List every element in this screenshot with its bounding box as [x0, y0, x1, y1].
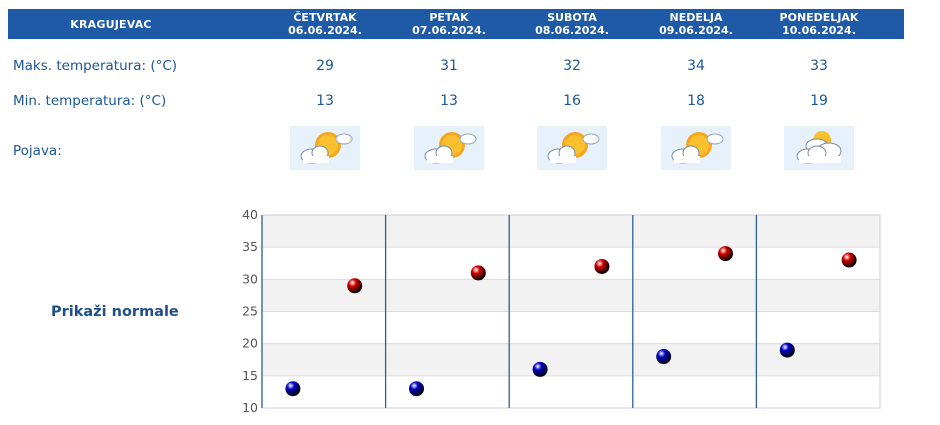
- y-tick-label: 25: [242, 304, 258, 319]
- min-temp-value: 16: [563, 93, 581, 109]
- sun-partly-cloudy-icon: [537, 126, 607, 170]
- day-header-4: NEDELJA 09.06.2024.: [636, 9, 756, 39]
- min-temp-point: [409, 381, 424, 397]
- min-temp-value: 13: [316, 93, 334, 109]
- grid-band: [262, 343, 880, 376]
- y-tick-label: 35: [242, 239, 258, 254]
- phenomenon-label: Pojava:: [13, 143, 62, 159]
- y-tick-label: 20: [242, 336, 258, 351]
- day-date: 09.06.2024.: [659, 24, 733, 37]
- sun-partly-cloudy-icon: [414, 126, 484, 170]
- min-temp-value: 13: [440, 93, 458, 109]
- max-temp-label: Maks. temperatura: (°C): [13, 58, 178, 74]
- day-header-2: PETAK 07.06.2024.: [389, 9, 509, 39]
- day-date: 07.06.2024.: [412, 24, 486, 37]
- y-tick-label: 40: [242, 207, 258, 222]
- day-date: 08.06.2024.: [535, 24, 609, 37]
- day-header-5: PONEDELJAK 10.06.2024.: [759, 9, 879, 39]
- day-name: ČETVRTAK: [293, 11, 357, 24]
- min-temp-value: 18: [687, 93, 705, 109]
- cloudy-sun-icon: [784, 126, 854, 170]
- day-header-1: ČETVRTAK 06.06.2024.: [265, 9, 385, 39]
- temperature-chart: 40 35 30 25 20 15 10: [242, 207, 881, 415]
- min-temp-label: Min. temperatura: (°C): [13, 93, 167, 109]
- grid-band: [262, 247, 880, 280]
- max-temp-point: [841, 252, 857, 268]
- sun-partly-cloudy-icon: [290, 126, 360, 170]
- day-header-3: SUBOTA 08.06.2024.: [512, 9, 632, 39]
- min-temp-point: [779, 342, 795, 358]
- max-temp-value: 34: [687, 58, 705, 74]
- max-temp-value: 29: [316, 58, 334, 74]
- y-tick-label: 10: [242, 400, 258, 415]
- grid-band: [262, 375, 880, 408]
- day-date: 10.06.2024.: [782, 24, 856, 37]
- max-temp-value: 33: [810, 58, 828, 74]
- max-temp-point: [470, 265, 486, 281]
- day-date: 06.06.2024.: [288, 24, 362, 37]
- show-normals-link[interactable]: Prikaži normale: [51, 304, 179, 320]
- min-temp-point: [656, 349, 672, 365]
- day-name: NEDELJA: [669, 11, 723, 24]
- grid-band: [262, 215, 880, 248]
- grid-band: [262, 311, 880, 344]
- y-tick-label: 15: [242, 368, 258, 383]
- max-temp-point: [718, 246, 733, 262]
- min-temp-point: [532, 361, 548, 377]
- min-temp-value: 19: [810, 93, 828, 109]
- day-name: PETAK: [429, 11, 469, 24]
- min-temp-point: [285, 381, 301, 397]
- sun-partly-cloudy-icon: [661, 126, 731, 170]
- max-temp-value: 31: [440, 58, 458, 74]
- y-tick-label: 30: [242, 271, 258, 286]
- header-bar: [8, 9, 904, 39]
- max-temp-point: [347, 278, 363, 294]
- city-name: KRAGUJEVAC: [70, 17, 152, 31]
- grid-band: [262, 279, 880, 312]
- max-temp-point: [594, 258, 610, 274]
- day-name: PONEDELJAK: [779, 11, 859, 24]
- max-temp-value: 32: [563, 58, 581, 74]
- day-name: SUBOTA: [547, 11, 597, 24]
